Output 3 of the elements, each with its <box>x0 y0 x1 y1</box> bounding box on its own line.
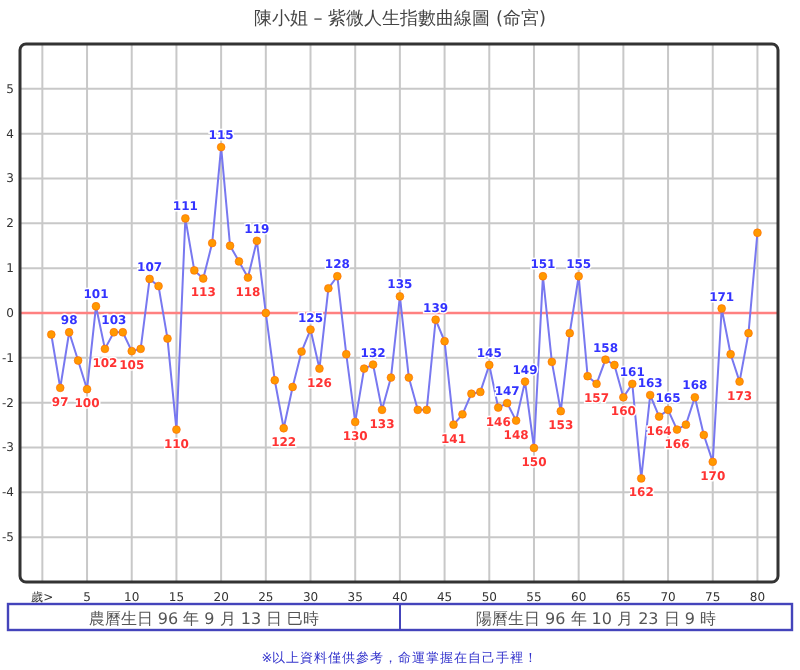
chart-title: 陳小姐 – 紫微人生指數曲線圖 (命宮) <box>253 8 547 30</box>
text: 陽曆生日 96 年 10 月 23 日 9 時 <box>476 610 716 628</box>
text: 農曆生日 96 年 9 月 13 日 巳時 <box>88 610 320 628</box>
